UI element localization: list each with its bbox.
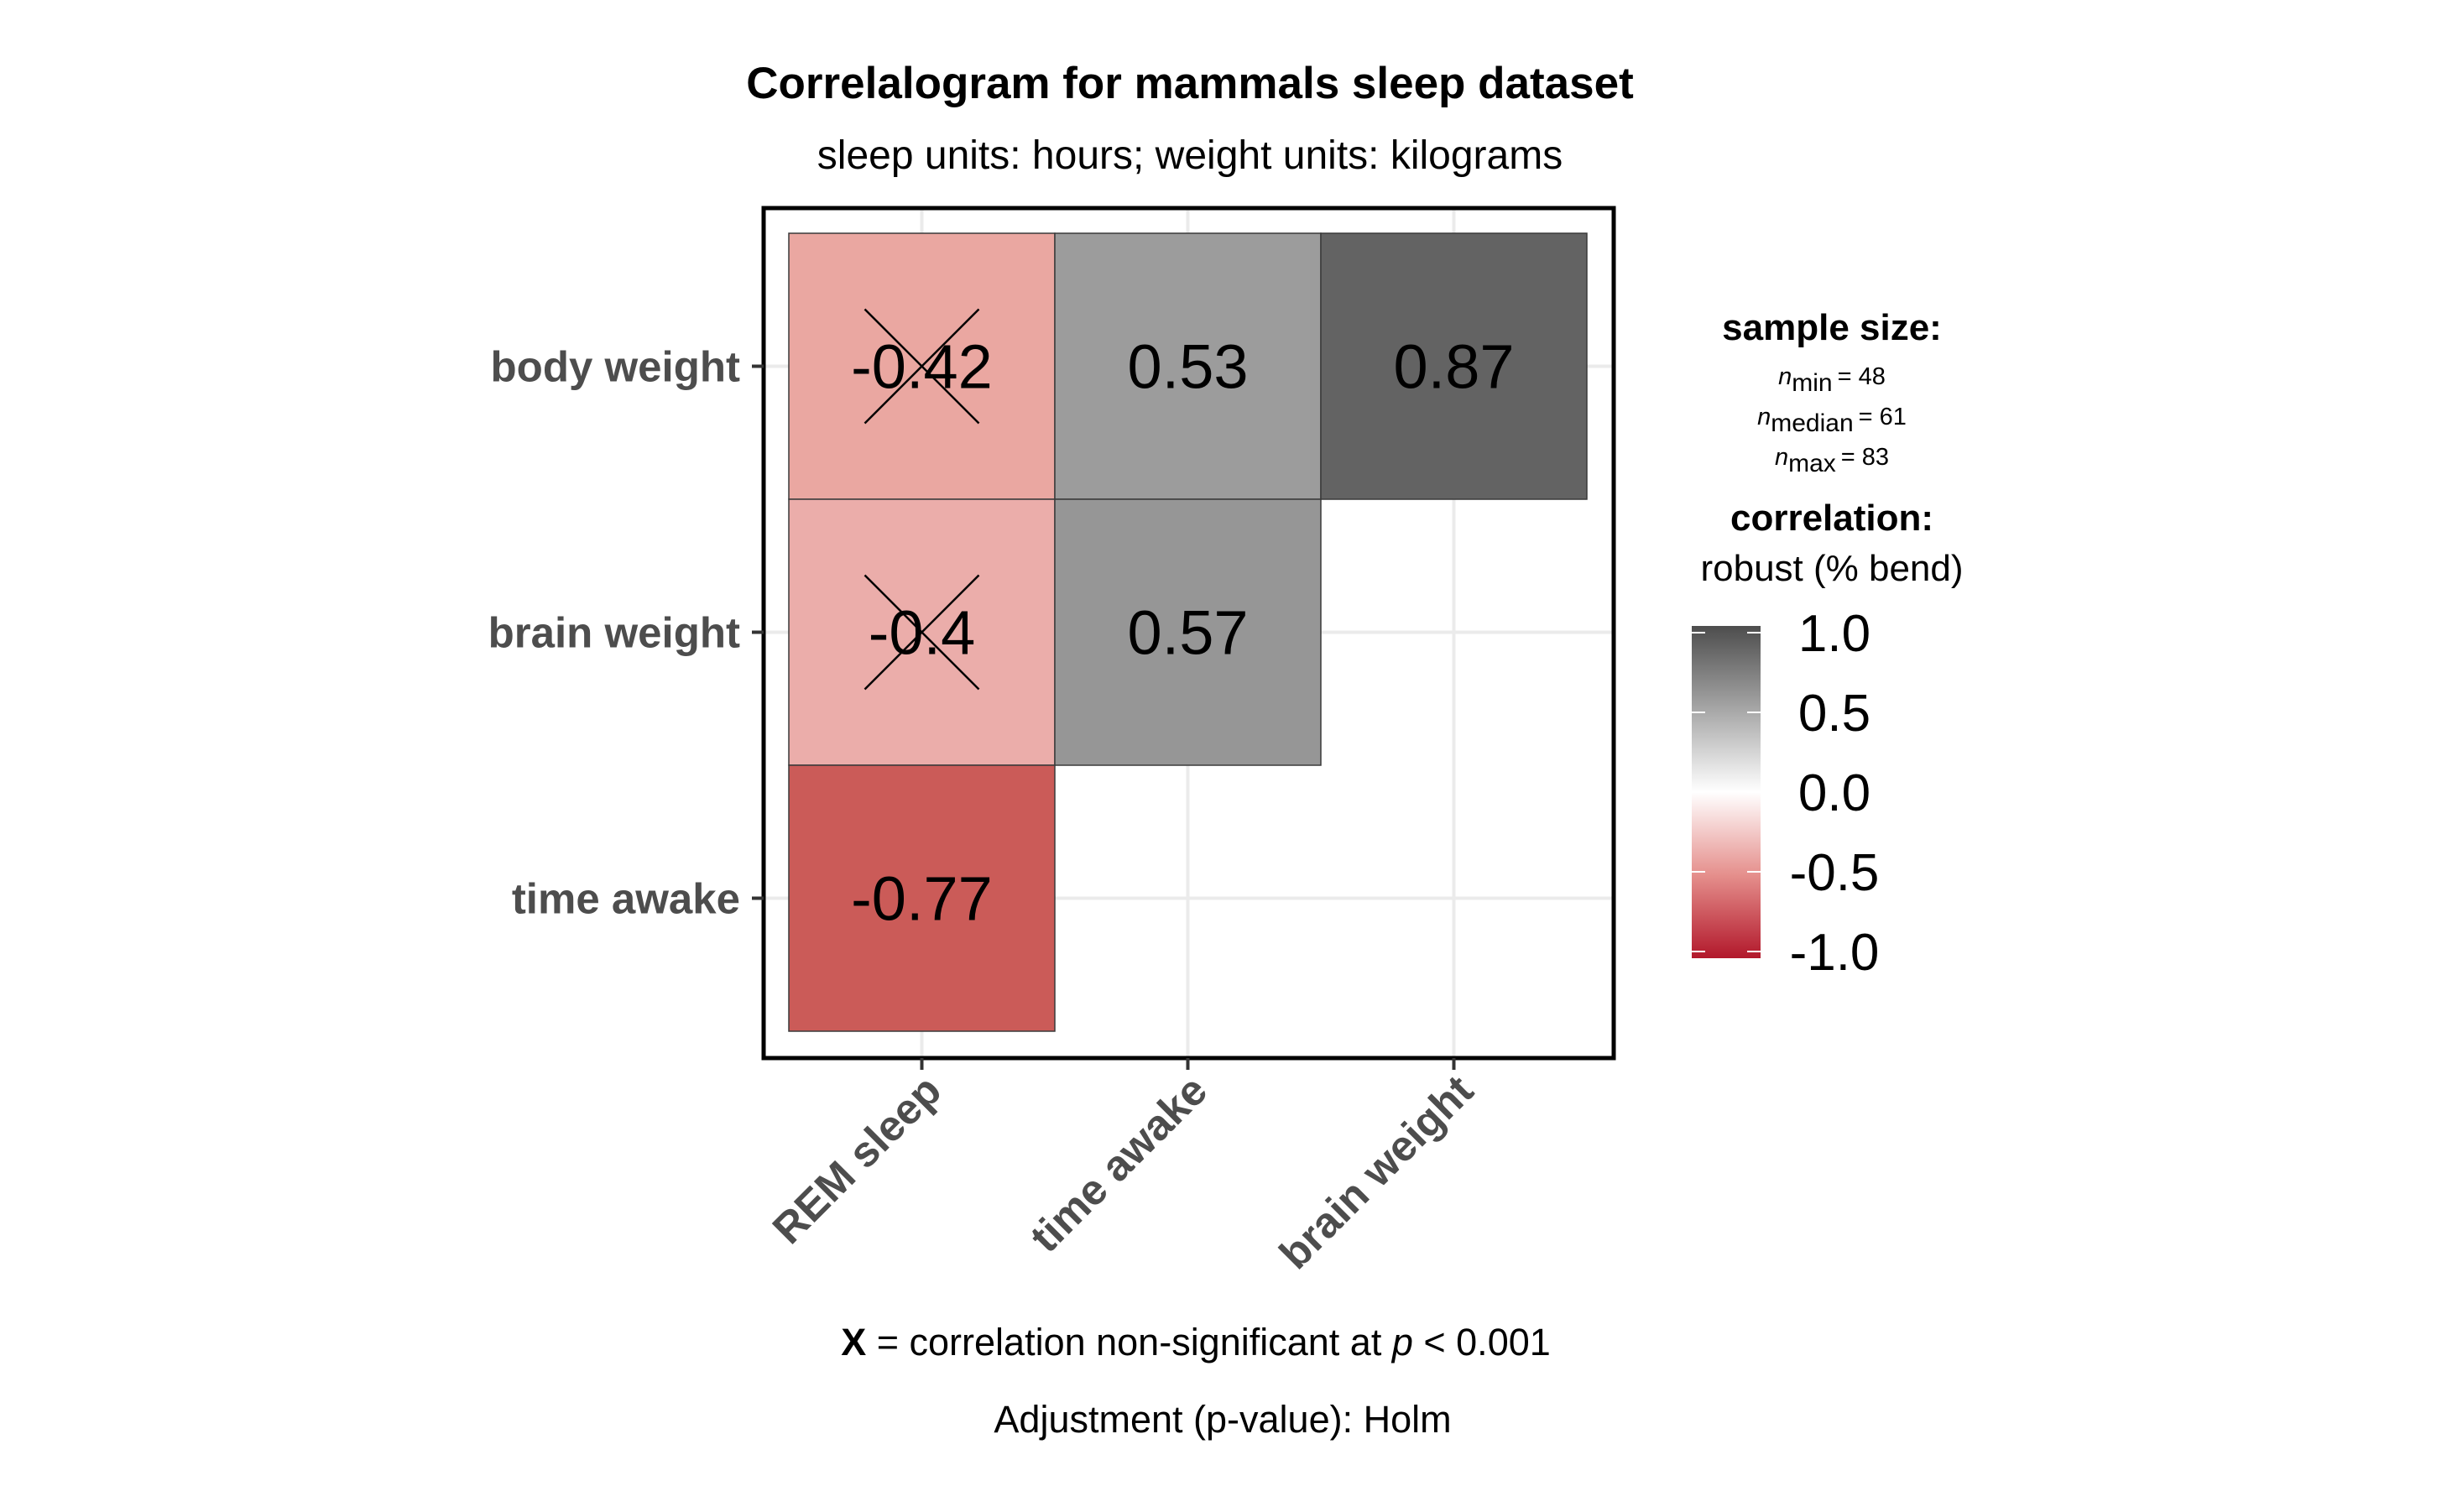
cell-brain-weight-rem-sleep: -0.4: [788, 498, 1056, 766]
cell-body-weight-time-awake: 0.53: [1054, 232, 1322, 500]
cell-rect: [1054, 498, 1322, 766]
y-tick-label-brain-weight: brain weight: [488, 609, 740, 657]
cell-value-label: 0.87: [1393, 332, 1514, 402]
y-tick-label-body-weight: body weight: [491, 343, 741, 391]
colorbar-label: -1.0: [1790, 924, 1880, 982]
n-max-label: nmax = 83: [1775, 444, 1889, 477]
correlation-type: robust (% bend): [1700, 548, 1963, 589]
sample-size-title: sample size:: [1722, 307, 1942, 348]
colorbar-label: -0.5: [1790, 844, 1880, 902]
plot-panel: -0.42 0.53 0.87 -0.4 0.57 -0.77 body weight br…: [488, 206, 1616, 1278]
x-axis: REM sleep time awake brain weight: [764, 1058, 1483, 1278]
colorbar-label: 1.0: [1798, 605, 1870, 663]
nonsignificant-cross-line-b: [863, 308, 980, 425]
x-tick-label-time-awake: time awake: [1021, 1066, 1217, 1261]
correlation-title: correlation:: [1730, 498, 1933, 539]
cell-time-awake-rem-sleep: -0.77: [788, 764, 1056, 1032]
heatmap-cells: -0.42 0.53 0.87 -0.4 0.57 -0.77: [788, 232, 1588, 1032]
cell-body-weight-brain-weight: 0.87: [1320, 232, 1588, 500]
colorbar-ticks: 1.0 0.5 0.0 -0.5 -1.0: [1692, 605, 1879, 982]
cell-brain-weight-time-awake: 0.57: [1054, 498, 1322, 766]
cell-body-weight-rem-sleep: -0.42: [788, 232, 1056, 500]
nonsignificant-cross-line-b: [863, 574, 980, 691]
colorbar-label: 0.5: [1798, 685, 1870, 743]
n-min-label: nmin = 48: [1778, 363, 1886, 397]
legend: sample size: nmin = 48 nmedian = 61 nmax = …: [1692, 307, 1964, 982]
cell-value-label: 0.57: [1127, 598, 1248, 668]
colorbar-label: 0.0: [1798, 764, 1870, 822]
cell-value-label: 0.53: [1127, 332, 1248, 402]
chart-title: Correlalogram for mammals sleep dataset: [746, 59, 1633, 108]
cell-rect: [788, 764, 1056, 1032]
cell-value-label: -0.77: [851, 864, 993, 934]
y-axis: body weight brain weight time awake: [488, 343, 764, 923]
n-median-label: nmedian = 61: [1757, 404, 1907, 437]
y-tick-label-time-awake: time awake: [512, 875, 740, 923]
chart-subtitle: sleep units: hours; weight units: kilogr…: [817, 133, 1563, 178]
x-tick-label-brain-weight: brain weight: [1270, 1066, 1483, 1278]
x-tick-label-rem-sleep: REM sleep: [764, 1066, 951, 1253]
significance-caption: X = correlation non-significant at p < 0…: [841, 1321, 1551, 1363]
adjustment-caption: Adjustment (p-value): Holm: [994, 1398, 1451, 1441]
cell-rect: [1320, 232, 1588, 500]
